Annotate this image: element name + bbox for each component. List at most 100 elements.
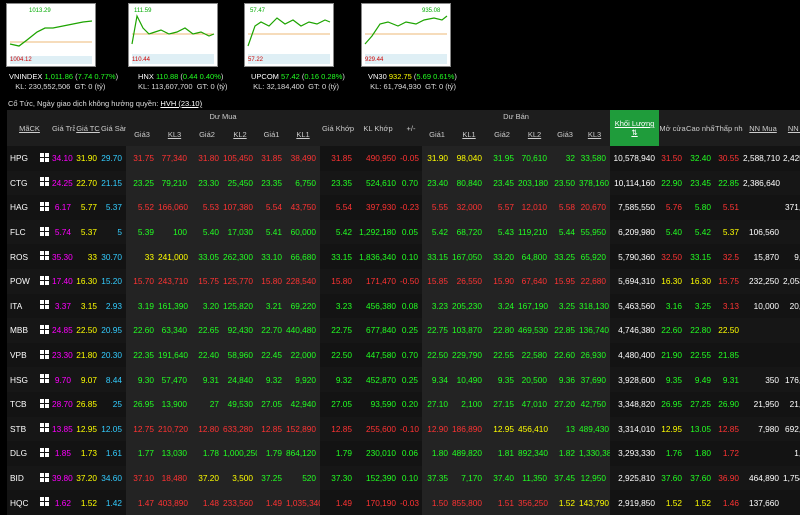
- floor-cell: 29.70: [101, 146, 126, 171]
- table-row[interactable]: TCB 28.70 26.85 25 26.95 13,900 27 49,530 27.05 4…: [7, 391, 800, 417]
- detail-grid-icon[interactable]: [36, 244, 52, 269]
- symbol-cell[interactable]: HSG: [7, 367, 36, 392]
- low-cell: 1.46: [715, 490, 744, 515]
- buy-g1-cell: 3.21: [257, 293, 286, 319]
- col-symbol[interactable]: MãCK: [7, 110, 52, 146]
- vn30-mini-chart[interactable]: 935.08 929.44: [361, 3, 451, 67]
- change-cell: 0.25: [400, 367, 423, 392]
- sell-kl1-cell: 855,800: [452, 490, 487, 515]
- table-row[interactable]: ITA 3.37 3.15 2.93 3.19 161,390 3.20 125,820 3.2…: [7, 293, 800, 319]
- match-price-cell: 37.30: [320, 465, 357, 491]
- buy-g3-cell: 37.10: [126, 465, 158, 491]
- col-change[interactable]: +/-: [400, 110, 423, 146]
- table-row[interactable]: MBB 24.85 22.50 20.95 22.60 63,340 22.65 92,430…: [7, 318, 800, 343]
- nn-buy-cell: 106,560: [743, 219, 784, 245]
- open-cell: 3.16: [659, 293, 687, 319]
- col-total-volume[interactable]: Khối Lượng ⇅: [610, 110, 660, 146]
- table-row[interactable]: BID 39.80 37.20 34.60 37.10 18,480 37.20 3,500 3…: [7, 465, 800, 491]
- buy-kl1-cell: 60,000: [286, 219, 321, 245]
- table-row[interactable]: STB 13.85 12.95 12.05 12.75 210,720 12.80 633,2…: [7, 416, 800, 442]
- nn-sell-cell: 176,000: [783, 367, 800, 392]
- col-nn-sell[interactable]: NN Bán: [783, 110, 800, 146]
- vn30-chart-svg: [364, 15, 448, 64]
- detail-grid-icon[interactable]: [36, 146, 52, 171]
- table-row[interactable]: CTG 24.25 22.70 21.15 23.25 79,210 23.30 25,450…: [7, 170, 800, 196]
- sell-kl2-cell: 20,500: [518, 367, 552, 392]
- buy-kl1-cell: 1,035,340: [286, 490, 321, 515]
- symbol-cell[interactable]: VPB: [7, 342, 36, 368]
- dividend-link[interactable]: HVH (23.10): [160, 99, 203, 108]
- buy-group-header: Dư Mua: [126, 110, 321, 123]
- symbol-cell[interactable]: ITA: [7, 293, 36, 319]
- detail-grid-icon[interactable]: [36, 416, 52, 442]
- symbol-cell[interactable]: HQC: [7, 490, 36, 515]
- symbol-cell[interactable]: BID: [7, 465, 36, 491]
- col-match-price[interactable]: Giá Khớp: [320, 110, 357, 146]
- col-ref[interactable]: Giá TC: [75, 110, 101, 146]
- sell-g3-cell: 27.20: [551, 391, 580, 417]
- col-buy-kl1[interactable]: KL1: [286, 123, 321, 146]
- col-low[interactable]: Thấp nhất: [715, 110, 744, 146]
- ref-cell: 5.77: [75, 195, 101, 220]
- sell-g1-cell: 15.85: [422, 268, 453, 294]
- col-buy-kl2[interactable]: KL2: [223, 123, 257, 146]
- match-price-cell: 12.85: [320, 416, 357, 442]
- detail-grid-icon[interactable]: [36, 318, 52, 343]
- table-row[interactable]: POW 17.40 16.30 15.20 15.70 243,710 15.75 125,7…: [7, 268, 800, 294]
- detail-grid-icon[interactable]: [36, 342, 52, 368]
- buy-g2-cell: 33.05: [191, 244, 223, 269]
- detail-grid-icon[interactable]: [36, 219, 52, 245]
- ceil-cell: 13.85: [52, 416, 75, 442]
- col-buy-kl3[interactable]: KL3: [158, 123, 191, 146]
- ref-cell: 12.95: [75, 416, 101, 442]
- detail-grid-icon[interactable]: [36, 367, 52, 392]
- symbol-cell[interactable]: ROS: [7, 244, 36, 269]
- col-sell-kl3[interactable]: KL3: [579, 123, 611, 146]
- detail-grid-icon[interactable]: [36, 195, 52, 220]
- col-nn-buy[interactable]: NN Mua: [743, 110, 784, 146]
- total-volume-cell: 7,585,550: [610, 195, 660, 220]
- detail-grid-icon[interactable]: [36, 170, 52, 196]
- grid-icon: [39, 398, 49, 408]
- sell-g2-cell: 1.81: [486, 441, 519, 466]
- table-row[interactable]: HSG 9.70 9.07 8.44 9.30 57,470 9.31 24,840 9.32 9…: [7, 367, 800, 392]
- col-sell-kl1[interactable]: KL1: [452, 123, 487, 146]
- table-row[interactable]: FLC 5.74 5.37 5 5.39 100 5.40 17,030 5.41 60,000 5…: [7, 219, 800, 245]
- low-cell: 26.90: [715, 391, 744, 417]
- col-open[interactable]: Mở cửa: [659, 110, 687, 146]
- table-row[interactable]: HPG 34.10 31.90 29.70 31.75 77,340 31.80 105,45…: [7, 146, 800, 171]
- upcom-mini-chart[interactable]: 57.47 57.22: [244, 3, 334, 67]
- symbol-cell[interactable]: DLG: [7, 441, 36, 466]
- symbol-cell[interactable]: STB: [7, 416, 36, 442]
- hnx-mini-chart[interactable]: 111.59 110.44: [128, 3, 218, 67]
- ceil-cell: 1.85: [52, 441, 75, 466]
- detail-grid-icon[interactable]: [36, 490, 52, 515]
- col-floor[interactable]: Giá Sàn: [101, 110, 126, 146]
- table-row[interactable]: HQC 1.62 1.52 1.42 1.47 403,890 1.48 233,560 1.4…: [7, 490, 800, 515]
- detail-grid-icon[interactable]: [36, 293, 52, 319]
- table-row[interactable]: DLG 1.85 1.73 1.61 1.77 13,030 1.78 1,000,250 1.…: [7, 441, 800, 466]
- table-row[interactable]: HAG 6.17 5.77 5.37 5.52 166,060 5.53 107,380 5.5…: [7, 195, 800, 220]
- sell-kl2-cell: 203,180: [518, 170, 552, 196]
- symbol-cell[interactable]: FLC: [7, 219, 36, 245]
- detail-grid-icon[interactable]: [36, 268, 52, 294]
- symbol-cell[interactable]: HAG: [7, 195, 36, 220]
- symbol-cell[interactable]: POW: [7, 268, 36, 294]
- detail-grid-icon[interactable]: [36, 391, 52, 417]
- table-row[interactable]: ROS 35.30 33 30.70 33 241,000 33.05 262,300 33.1…: [7, 244, 800, 269]
- buy-kl2-cell: 24,840: [223, 367, 257, 392]
- col-match-vol[interactable]: KL Khớp: [356, 110, 401, 146]
- table-row[interactable]: VPB 23.30 21.80 20.30 22.35 191,640 22.40 58,96…: [7, 342, 800, 368]
- symbol-cell[interactable]: MBB: [7, 318, 36, 343]
- buy-g2-cell: 23.30: [191, 170, 223, 196]
- detail-grid-icon[interactable]: [36, 465, 52, 491]
- symbol-cell[interactable]: HPG: [7, 146, 36, 171]
- vnindex-mini-chart[interactable]: 1013.29 1004.12: [6, 3, 96, 67]
- symbol-cell[interactable]: CTG: [7, 170, 36, 196]
- col-sell-kl2[interactable]: KL2: [518, 123, 552, 146]
- col-high[interactable]: Cao nhất: [686, 110, 716, 146]
- sort-icon[interactable]: ⇅: [631, 128, 638, 137]
- detail-grid-icon[interactable]: [36, 441, 52, 466]
- col-ceil[interactable]: Giá Trần: [52, 110, 75, 146]
- symbol-cell[interactable]: TCB: [7, 391, 36, 417]
